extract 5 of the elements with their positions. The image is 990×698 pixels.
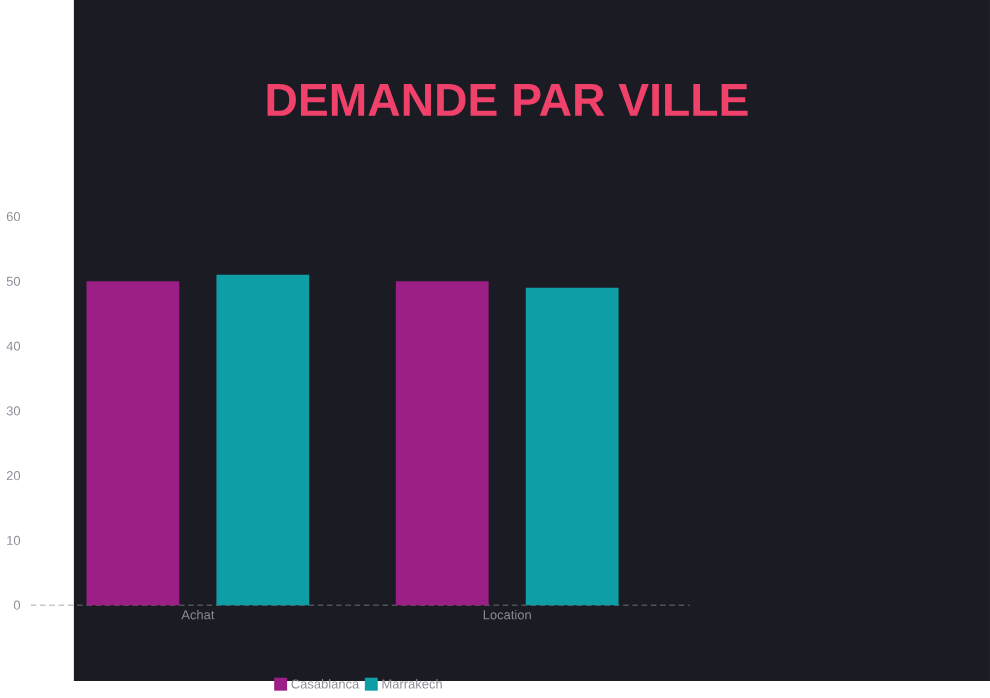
bar [395,281,489,605]
bar [86,281,180,605]
chart-title: DEMANDE PAR VILLE [267,83,748,116]
bar [525,287,619,605]
bar [216,274,310,605]
